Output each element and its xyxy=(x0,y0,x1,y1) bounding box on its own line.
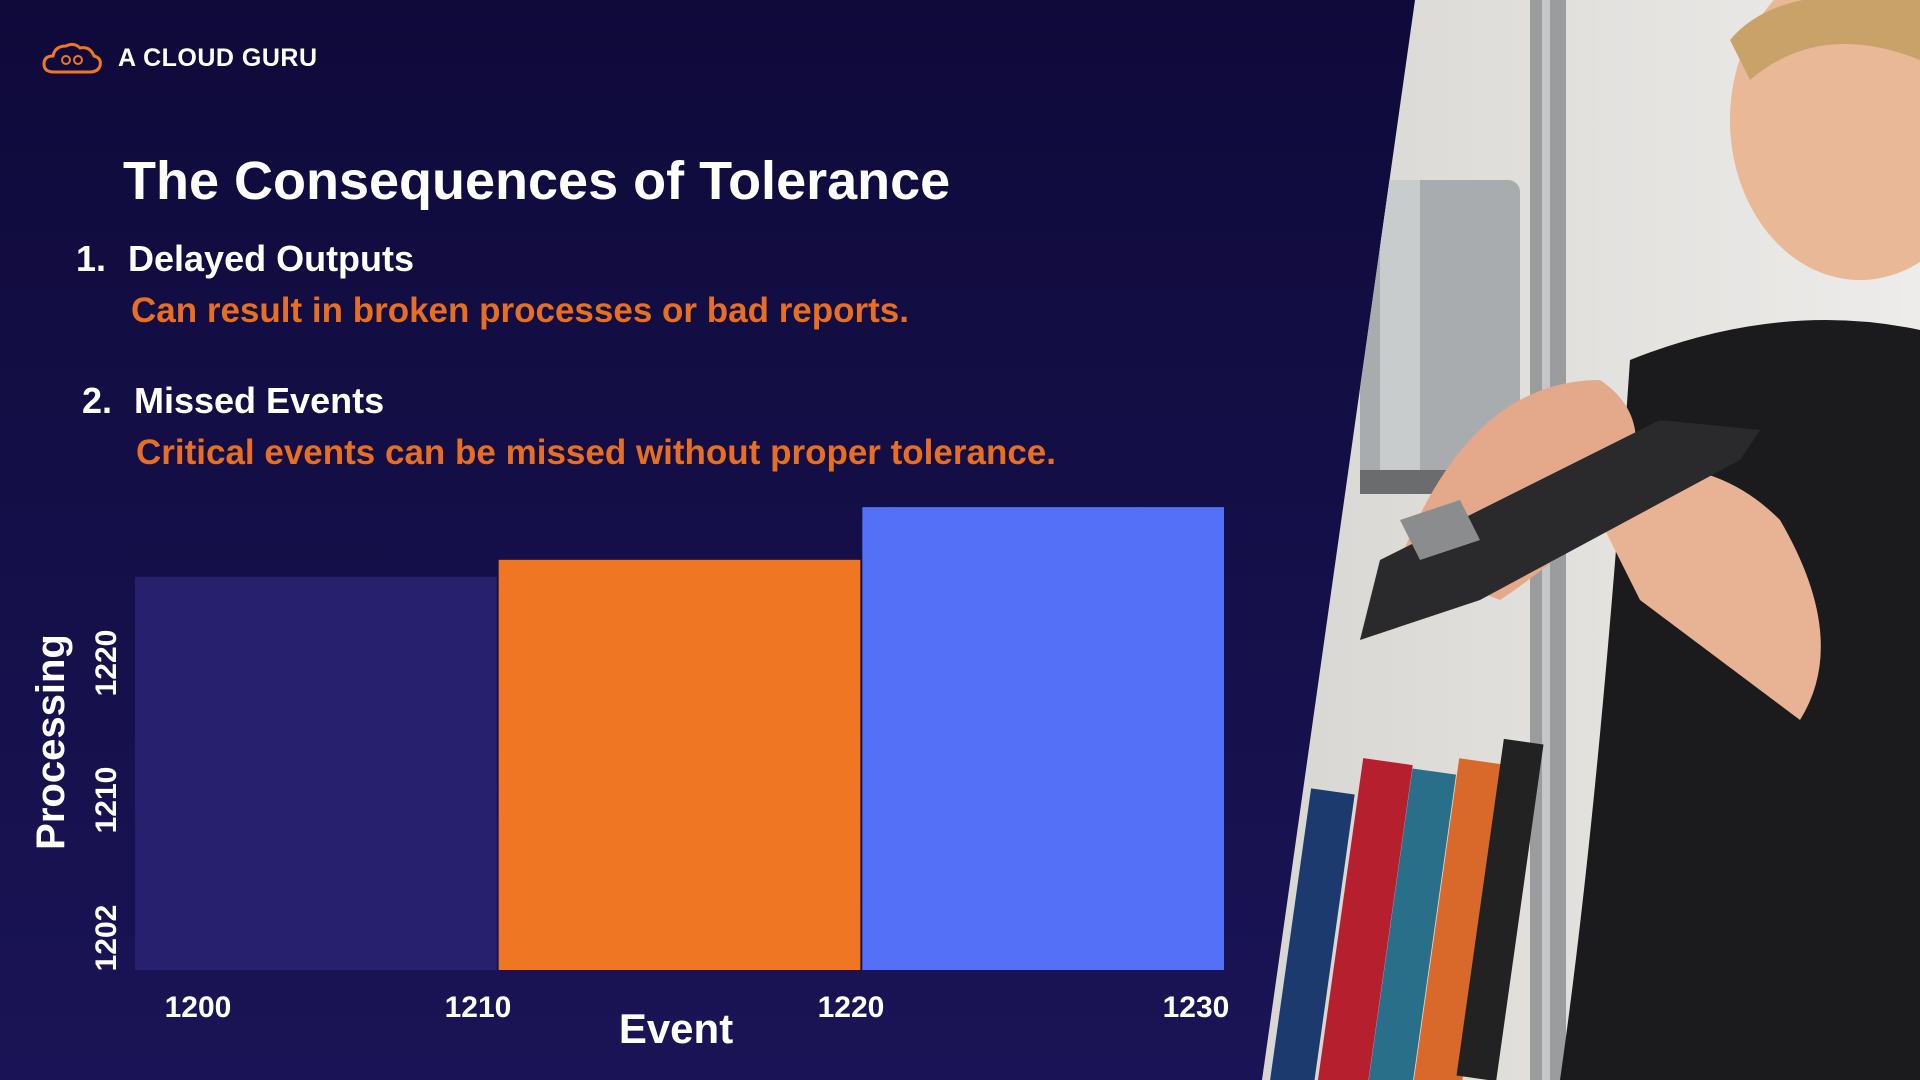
list-item-number-1: 1. xyxy=(76,238,107,279)
brand-name: A CLOUD GURU xyxy=(118,43,318,72)
brand: A CLOUD GURU xyxy=(40,38,318,78)
cloud-logo-icon xyxy=(42,42,102,74)
list-item-description-1: Can result in broken processes or bad re… xyxy=(131,291,909,330)
list-item-title-2: Missed Events xyxy=(134,380,385,421)
list-item-number-2: 2. xyxy=(82,380,113,421)
list-item-heading-1: 1. Delayed Outputs xyxy=(76,238,414,280)
list-item-description-2: Critical events can be missed without pr… xyxy=(136,433,1056,472)
list-item-heading-2: 2. Missed Events xyxy=(82,380,384,422)
slide-title: The Consequences of Tolerance xyxy=(123,151,951,211)
list-item-title-1: Delayed Outputs xyxy=(128,238,415,279)
